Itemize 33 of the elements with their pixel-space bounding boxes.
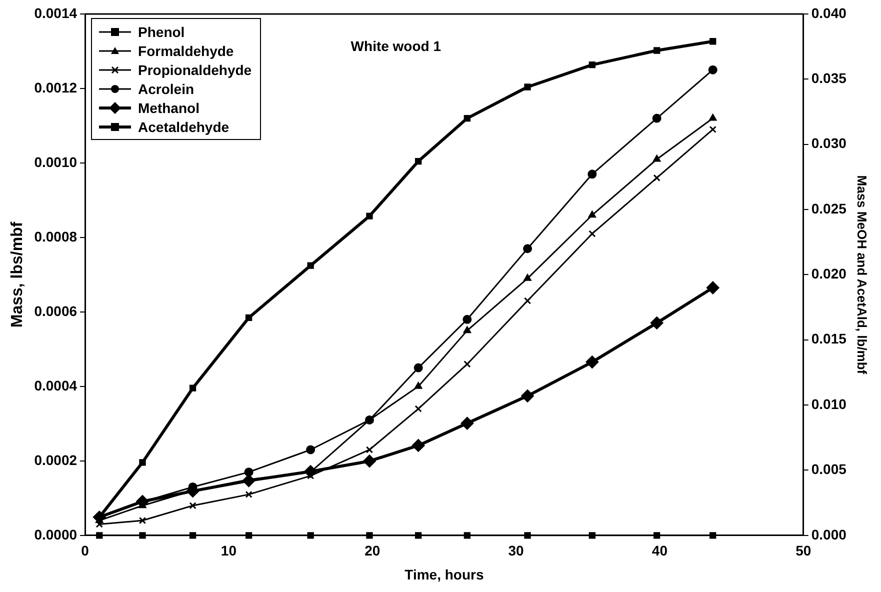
y2-axis-title: Mass MeOH and AcetAld, lb/mbf xyxy=(854,175,870,375)
y2-tick-label: 0.040 xyxy=(811,4,847,21)
x-tick-label: 10 xyxy=(220,542,237,559)
y-tick-label: 0.0012 xyxy=(34,79,78,96)
legend-label: Formaldehyde xyxy=(138,42,234,58)
y2-tick-label: 0.025 xyxy=(811,200,847,216)
y-tick-label: 0.0014 xyxy=(34,4,78,21)
y-tick-label: 0.0004 xyxy=(34,377,78,394)
legend-label: Acetaldehyde xyxy=(138,118,230,134)
y2-tick-label: 0.010 xyxy=(811,396,847,412)
y2-tick-label: 0.020 xyxy=(811,266,847,282)
x-tick-label: 50 xyxy=(796,542,812,559)
y2-tick-label: 0.015 xyxy=(811,330,847,347)
legend-label: Phenol xyxy=(138,24,185,40)
y-tick-label: 0.0010 xyxy=(34,154,78,170)
y-tick-label: 0.0008 xyxy=(34,228,78,244)
y-tick-label: 0.0000 xyxy=(34,526,78,542)
y-tick-label: 0.0002 xyxy=(34,452,78,468)
y-tick-label: 0.0006 xyxy=(34,302,78,319)
x-axis-title: Time, hours xyxy=(404,566,484,582)
x-tick-label: 0 xyxy=(81,542,90,559)
y2-tick-label: 0.005 xyxy=(811,461,847,478)
legend-label: Propionaldehyde xyxy=(138,62,252,78)
legend-label: Methanol xyxy=(138,100,200,116)
x-tick-label: 40 xyxy=(652,542,668,559)
annotation: White wood 1 xyxy=(350,38,442,54)
y2-tick-label: 0.000 xyxy=(811,526,847,542)
legend-label: Acrolein xyxy=(138,80,194,96)
y-axis-title: Mass, lbs/mbf xyxy=(9,221,26,328)
x-tick-label: 20 xyxy=(364,542,380,559)
y2-tick-label: 0.030 xyxy=(811,135,847,152)
x-tick-label: 30 xyxy=(508,542,524,559)
y2-tick-label: 0.035 xyxy=(811,70,847,86)
